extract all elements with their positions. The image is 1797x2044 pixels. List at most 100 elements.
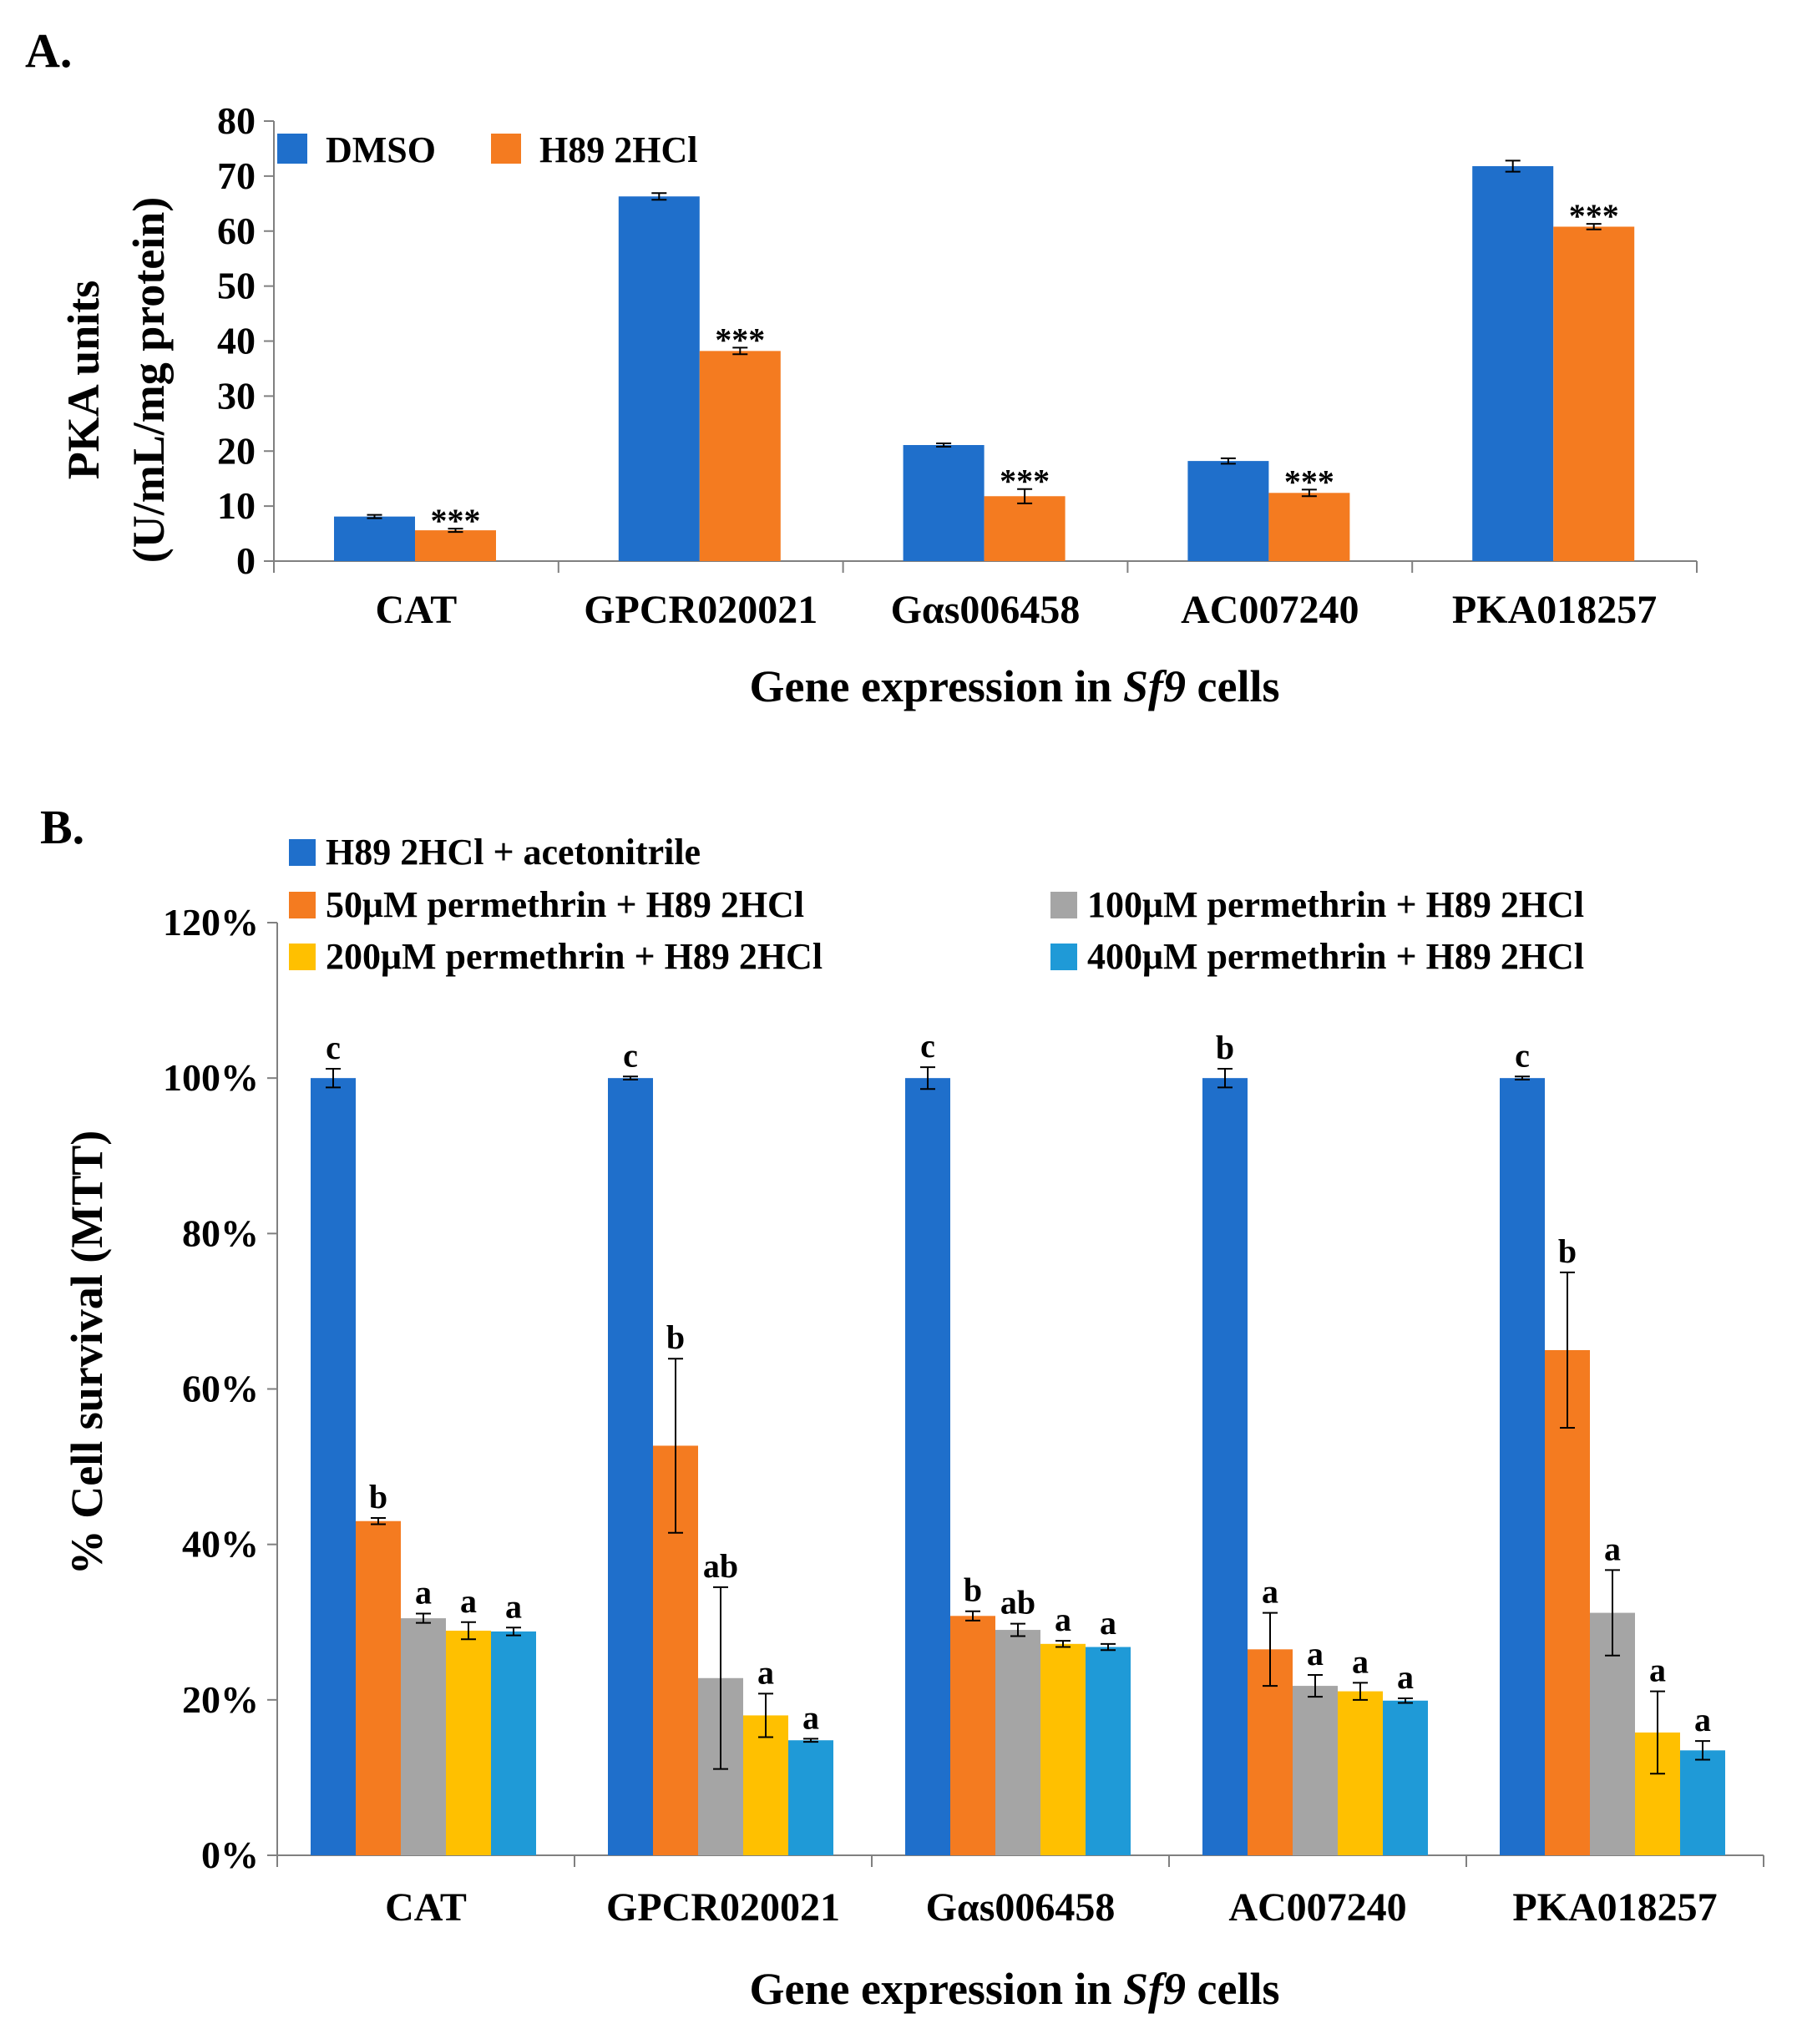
significance-letter: a xyxy=(1694,1701,1711,1738)
significance-letter: ab xyxy=(1000,1584,1035,1622)
legend-label-dmso: DMSO xyxy=(326,129,436,170)
bar xyxy=(950,1616,995,1855)
x-title-main: Gene expression in xyxy=(749,661,1111,711)
significance-stars: *** xyxy=(1569,197,1619,235)
panel-b-label: B. xyxy=(40,800,84,854)
panel-b-category-label: GPCR020021 xyxy=(606,1885,840,1930)
panel-b-category-label: Gαs006458 xyxy=(926,1885,1116,1930)
significance-stars: *** xyxy=(715,321,765,358)
bar xyxy=(1187,461,1269,561)
significance-letter: a xyxy=(802,1698,819,1736)
y-tick-label: 120% xyxy=(163,901,259,944)
panel-a-y-axis-title-line1: PKA units xyxy=(58,281,109,480)
significance-letter: b xyxy=(1216,1029,1234,1066)
bar xyxy=(995,1630,1040,1855)
significance-letter: a xyxy=(1352,1642,1369,1680)
y-tick-label: 70 xyxy=(217,154,256,197)
significance-letter: a xyxy=(1262,1573,1278,1611)
x-title-tail: cells xyxy=(1197,1964,1280,2014)
bar xyxy=(743,1715,788,1855)
significance-stars: *** xyxy=(431,502,481,539)
significance-letter: a xyxy=(757,1653,774,1691)
panel-b-x-axis-title: Gene expression in Sf9 cells xyxy=(749,1964,1279,2014)
panel-a-category-label: AC007240 xyxy=(1181,588,1359,632)
y-tick-label: 0 xyxy=(236,539,256,582)
legend-swatch-100um xyxy=(1050,892,1077,918)
bar xyxy=(491,1631,536,1855)
legend-swatch-200um xyxy=(289,944,316,970)
significance-letter: a xyxy=(415,1574,432,1611)
significance-letter: c xyxy=(623,1036,638,1074)
bar xyxy=(401,1618,446,1855)
panel-b-category-label: PKA018257 xyxy=(1512,1885,1717,1930)
legend-swatch-h89 xyxy=(491,134,521,164)
bar xyxy=(1040,1643,1086,1855)
y-tick-label: 10 xyxy=(217,484,256,527)
significance-stars: *** xyxy=(1000,463,1050,500)
significance-letter: a xyxy=(1307,1635,1324,1672)
significance-letter: c xyxy=(920,1027,935,1065)
legend-swatch-dmso xyxy=(277,134,307,164)
significance-letter: ab xyxy=(703,1547,738,1585)
legend-label-100um: 100μM permethrin + H89 2HCl xyxy=(1087,884,1584,925)
y-tick-label: 0% xyxy=(201,1834,259,1876)
significance-letter: a xyxy=(1649,1652,1666,1689)
panel-a-x-axis-title: Gene expression in Sf9 cells xyxy=(749,661,1279,711)
bar xyxy=(903,445,985,561)
legend-label-400um: 400μM permethrin + H89 2HCl xyxy=(1087,936,1584,977)
panel-a-category-label: CAT xyxy=(376,588,458,632)
bar xyxy=(1293,1686,1338,1855)
significance-letter: b xyxy=(666,1318,685,1356)
panel-b-y-axis-title: % Cell survival (MTT) xyxy=(62,1131,112,1575)
x-title-italic: Sf9 xyxy=(1123,661,1186,711)
panel-b-category-label: CAT xyxy=(385,1885,467,1930)
bar xyxy=(1268,493,1350,561)
bar xyxy=(446,1630,491,1855)
bar xyxy=(618,196,700,561)
bar xyxy=(608,1078,653,1855)
legend-swatch-50um xyxy=(289,892,316,918)
panel-a-plot: 0 10 20 30 40 50 60 70 80 *** *** *** *** *** xyxy=(217,99,1698,582)
panel-a-category-label: Gαs006458 xyxy=(891,588,1081,632)
y-tick-label: 20 xyxy=(217,429,256,472)
significance-letter: a xyxy=(505,1587,522,1625)
panel-a-category-label: GPCR020021 xyxy=(584,588,818,632)
bar xyxy=(984,496,1066,561)
legend-label-200um: 200μM permethrin + H89 2HCl xyxy=(326,936,823,977)
significance-letter: a xyxy=(1100,1604,1116,1642)
y-tick-label: 100% xyxy=(163,1056,259,1099)
bar xyxy=(1338,1691,1383,1855)
bar xyxy=(699,351,781,561)
panel-a-category-label: PKA018257 xyxy=(1452,588,1657,632)
bar xyxy=(905,1078,950,1855)
y-tick-label: 80 xyxy=(217,99,256,142)
bar xyxy=(788,1740,833,1855)
bar xyxy=(1202,1078,1248,1855)
bar xyxy=(1500,1078,1545,1855)
panel-b: B. % Cell survival (MTT) H89 2HCl + acet… xyxy=(40,800,1764,2014)
bar xyxy=(311,1078,356,1855)
bar xyxy=(415,530,496,561)
significance-letter: c xyxy=(1515,1036,1530,1074)
x-title-tail: cells xyxy=(1197,661,1280,711)
panel-a-y-axis-title-line2: (U/mL/mg protein) xyxy=(124,197,174,563)
bar xyxy=(1680,1750,1725,1855)
bar xyxy=(334,516,415,561)
significance-letter: b xyxy=(369,1478,387,1515)
bar xyxy=(1383,1700,1428,1855)
significance-letter: b xyxy=(964,1571,982,1609)
bar xyxy=(1086,1647,1131,1855)
panel-a: A. PKA units (U/mL/mg protein) DMSO H89 … xyxy=(25,23,1698,711)
significance-letter: a xyxy=(1397,1658,1414,1696)
legend-swatch-400um xyxy=(1050,944,1077,970)
bar xyxy=(1472,166,1554,561)
significance-letter: a xyxy=(460,1582,477,1620)
y-tick-label: 40% xyxy=(182,1523,259,1566)
significance-letter: a xyxy=(1055,1601,1071,1638)
legend-label-acetonitrile: H89 2HCl + acetonitrile xyxy=(326,832,701,873)
significance-letter: c xyxy=(326,1029,341,1066)
bar xyxy=(1553,226,1635,561)
legend-label-h89: H89 2HCl xyxy=(539,129,697,170)
legend-label-50um: 50μM permethrin + H89 2HCl xyxy=(326,884,804,925)
y-tick-label: 60% xyxy=(182,1368,259,1410)
